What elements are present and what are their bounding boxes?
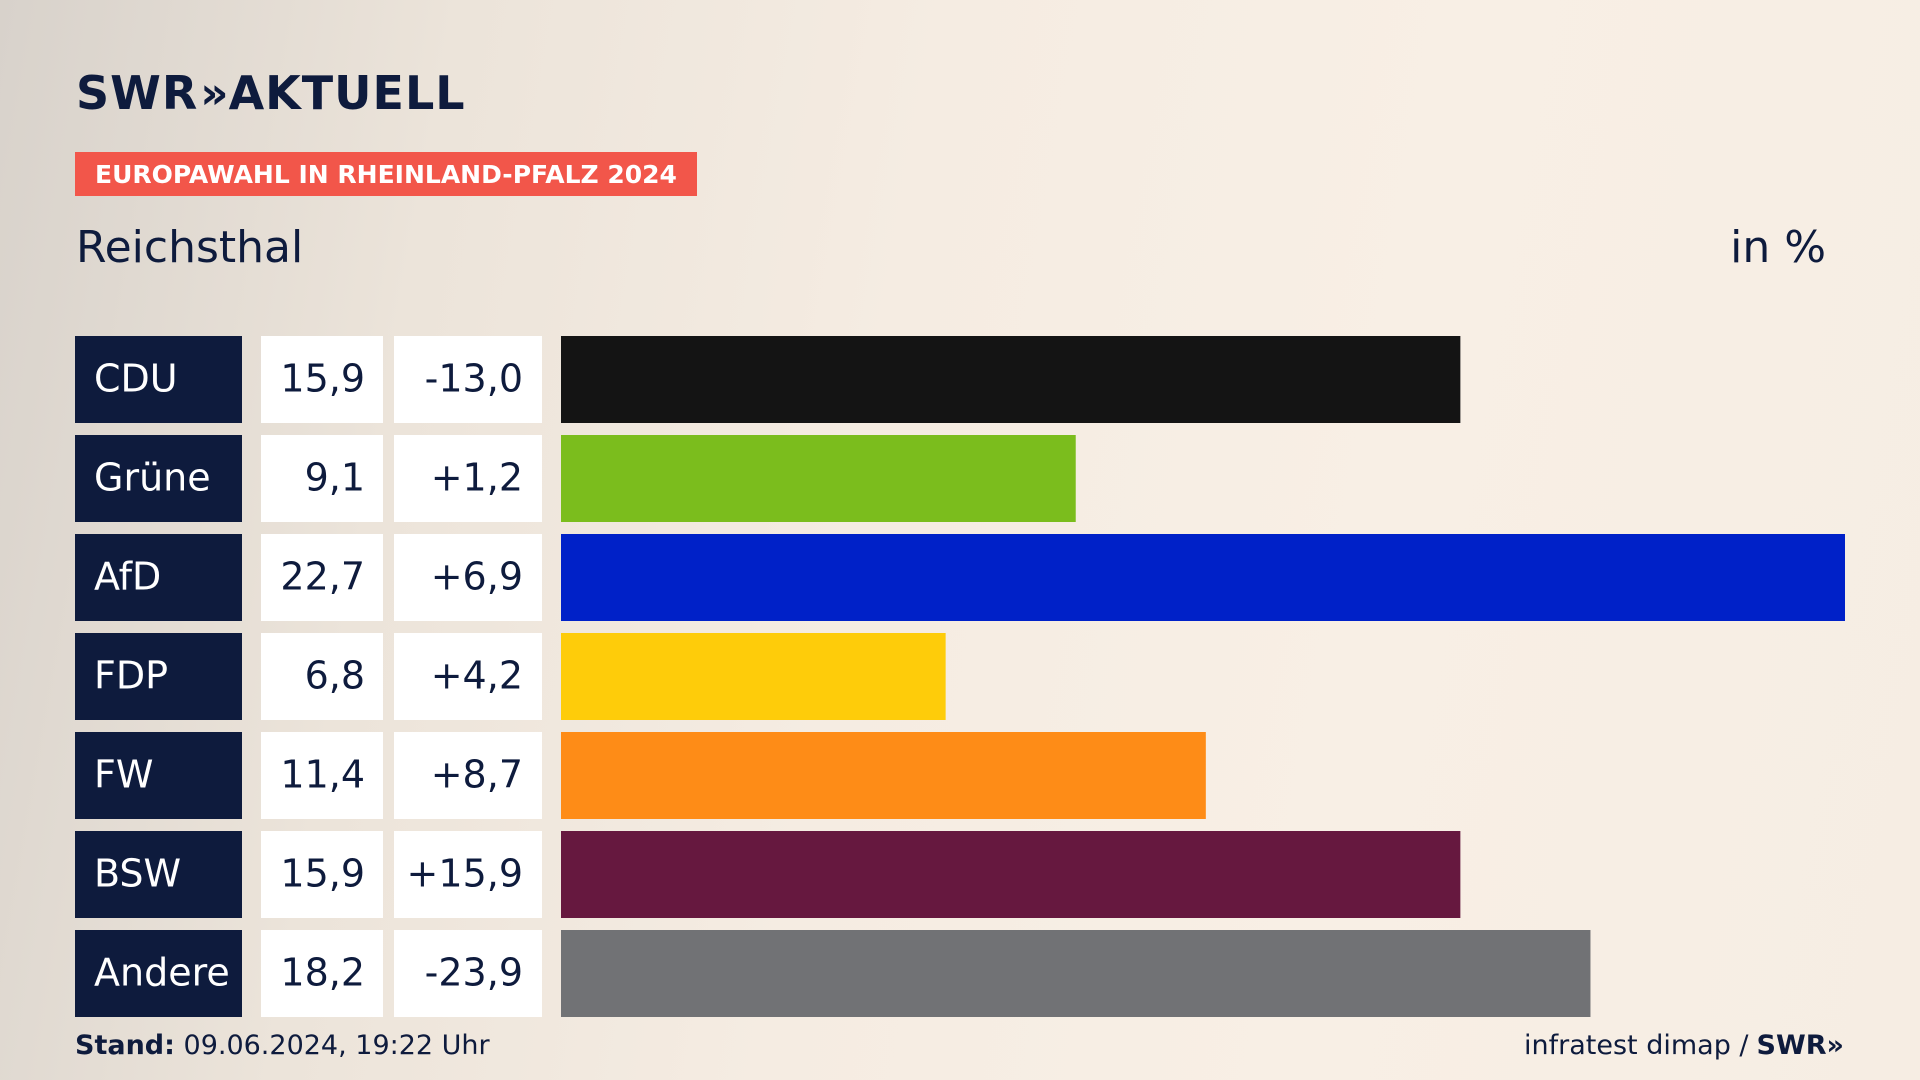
change-box (394, 534, 542, 621)
party-label: AfD (94, 555, 161, 599)
change-label: -23,9 (425, 951, 523, 995)
change-label: -13,0 (425, 357, 523, 401)
value-label: 18,2 (280, 951, 365, 995)
party-box (75, 435, 242, 522)
footer-source: infratest dimap / SWR» (1524, 1030, 1844, 1061)
change-label: +8,7 (431, 753, 523, 797)
bar-fdp (561, 633, 946, 720)
change-label: +1,2 (431, 456, 523, 500)
value-label: 9,1 (305, 456, 365, 500)
party-box (75, 930, 242, 1017)
bar-andere (561, 930, 1591, 1017)
change-box (394, 336, 542, 423)
change-box (394, 732, 542, 819)
value-box (261, 435, 383, 522)
party-label: FDP (94, 654, 168, 698)
value-label: 15,9 (280, 852, 365, 896)
swr-aktuell-logo: SWR ›› AKTUELL (76, 66, 466, 120)
value-label: 15,9 (280, 357, 365, 401)
value-label: 22,7 (280, 555, 365, 599)
party-label: CDU (94, 357, 178, 401)
bar-bsw (561, 831, 1461, 918)
change-label: +4,2 (431, 654, 523, 698)
party-box (75, 633, 242, 720)
party-label: FW (94, 753, 153, 797)
value-box (261, 930, 383, 1017)
bar-afd (561, 534, 1845, 621)
value-label: 11,4 (280, 753, 365, 797)
logo-swr-text: SWR (76, 66, 199, 120)
party-label: Andere (94, 951, 230, 995)
party-box (75, 534, 242, 621)
stand-label: Stand: (75, 1030, 175, 1061)
value-box (261, 633, 383, 720)
party-box (75, 732, 242, 819)
bar-grüne (561, 435, 1076, 522)
election-tag: EUROPAWAHL IN RHEINLAND-PFALZ 2024 (75, 152, 697, 196)
change-box (394, 831, 542, 918)
chart-subtitle: Reichsthal (76, 222, 304, 273)
unit-label: in % (1730, 222, 1826, 273)
party-label: BSW (94, 852, 181, 896)
source-text: infratest dimap / (1524, 1030, 1749, 1061)
value-box (261, 534, 383, 621)
party-label: Grüne (94, 456, 211, 500)
value-label: 6,8 (305, 654, 365, 698)
footer-stand: Stand: 09.06.2024, 19:22 Uhr (75, 1030, 490, 1061)
change-label: +6,9 (431, 555, 523, 599)
bar-cdu (561, 336, 1461, 423)
change-label: +15,9 (407, 852, 523, 896)
bar-fw (561, 732, 1206, 819)
party-box (75, 336, 242, 423)
change-box (394, 633, 542, 720)
stand-value: 09.06.2024, 19:22 Uhr (183, 1030, 490, 1061)
value-box (261, 831, 383, 918)
change-box (394, 435, 542, 522)
logo-aktuell-text: AKTUELL (228, 66, 466, 120)
value-box (261, 336, 383, 423)
party-box (75, 831, 242, 918)
source-brand: SWR» (1756, 1030, 1844, 1061)
change-box (394, 930, 542, 1017)
value-box (261, 732, 383, 819)
